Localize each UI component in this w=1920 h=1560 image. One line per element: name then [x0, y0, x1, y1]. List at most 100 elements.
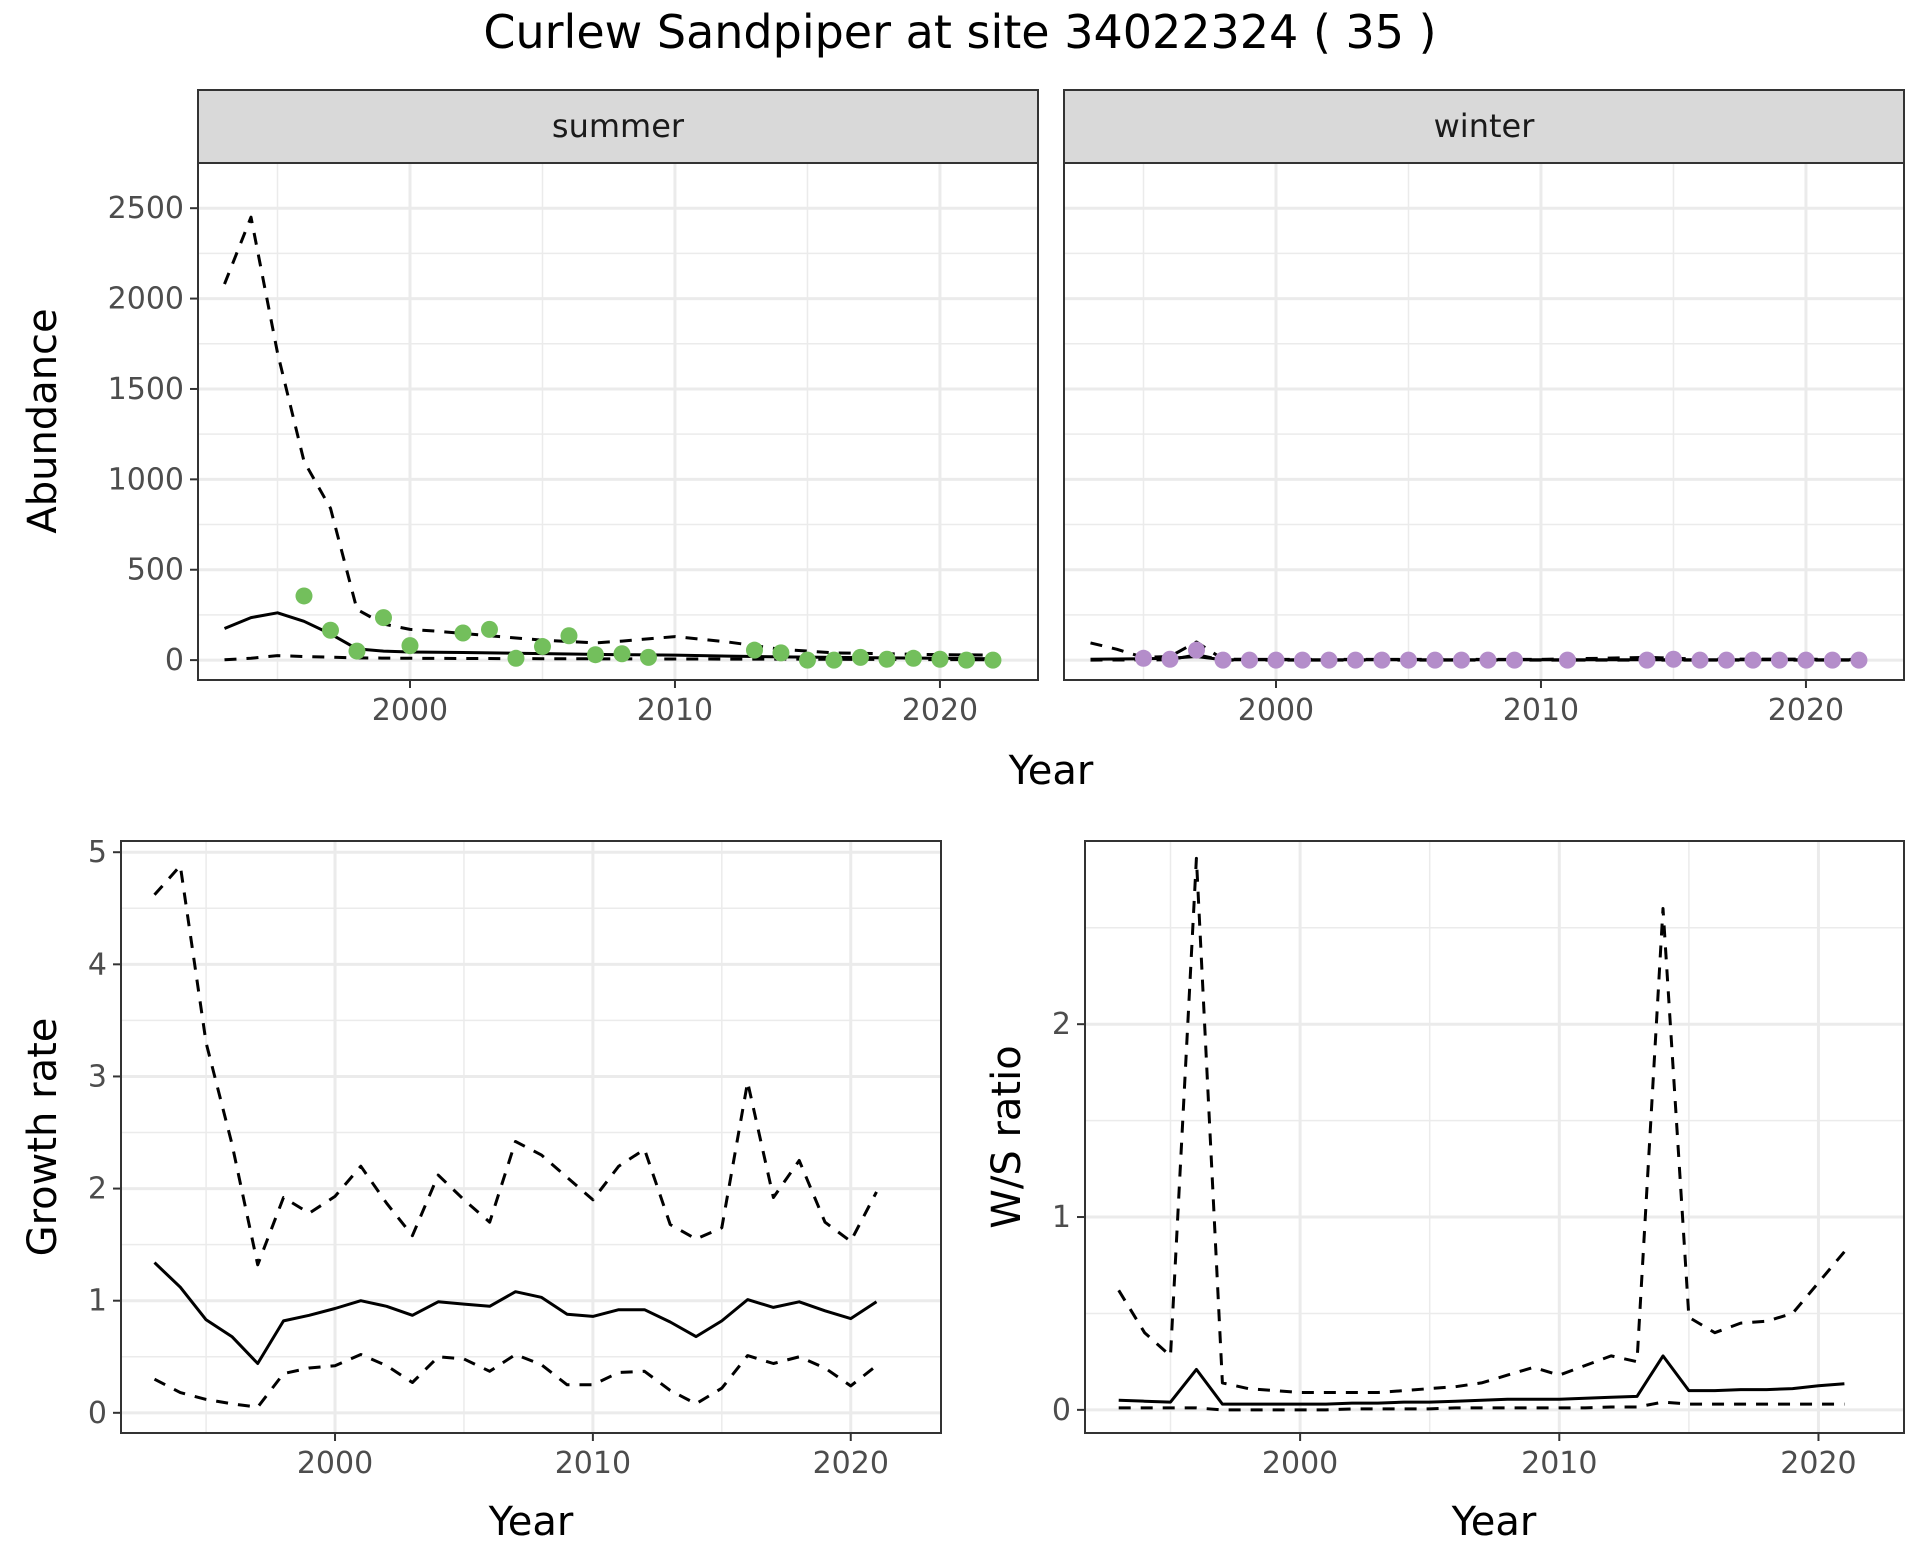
ws-ratio-panel: 2000 2010 2020 0 1 2 Year W/S ratio	[984, 840, 1905, 1545]
observation-point	[1770, 651, 1788, 669]
mean-line	[1118, 1354, 1845, 1406]
y-tick-label: 0	[88, 1396, 107, 1431]
x-tick-label: 2010	[1503, 693, 1579, 728]
observation-point	[560, 627, 578, 645]
y-tick-label: 2	[1052, 1007, 1071, 1042]
observation-point	[1797, 651, 1815, 669]
x-tick-label: 2020	[813, 1446, 889, 1481]
mean-line	[153, 1261, 878, 1365]
y-tick-label: 1500	[108, 372, 184, 407]
observation-point	[613, 645, 631, 663]
lower-bound-line	[224, 654, 994, 662]
y-tick-label: 2000	[108, 282, 184, 317]
observation-point	[1214, 651, 1232, 669]
x-tick-label: 2000	[297, 1446, 373, 1481]
x-tick-label: 2000	[372, 693, 448, 728]
observation-point	[1691, 651, 1709, 669]
observation-point	[1505, 651, 1523, 669]
facet-strip-label: summer	[552, 107, 685, 145]
x-tick-label: 2020	[1768, 693, 1844, 728]
y-tick-label: 4	[88, 947, 107, 982]
y-axis-title: W/S ratio	[984, 1045, 1030, 1228]
facet-strip	[197, 89, 1039, 164]
facet-strip	[1063, 89, 1905, 164]
observation-point	[480, 620, 498, 638]
x-axis-title: Year	[1008, 748, 1094, 794]
observation-point	[1638, 651, 1656, 669]
y-tick-label: 2500	[108, 191, 184, 226]
observation-point	[1717, 651, 1735, 669]
x-tick-label: 2020	[902, 693, 978, 728]
observation-point	[1823, 651, 1841, 669]
observation-point	[639, 648, 657, 666]
observation-point	[586, 646, 604, 664]
y-tick-label: 3	[88, 1059, 107, 1094]
x-tick-label: 2020	[1780, 1446, 1856, 1481]
observation-point	[401, 637, 419, 655]
abundance-panel: summer 2000 2010 2020 0 500 1000 1500 2000 2500 wi…	[20, 89, 1905, 794]
upper-bound-line	[153, 864, 878, 1267]
observation-point	[957, 651, 975, 669]
y-tick-label: 500	[127, 553, 184, 588]
observation-point	[321, 621, 339, 639]
panel-border	[120, 840, 942, 1434]
panel-border	[1084, 840, 1905, 1434]
y-axis-title: Abundance	[20, 308, 66, 533]
observation-point	[904, 649, 922, 667]
panel-border	[197, 162, 1039, 681]
observation-point	[878, 650, 896, 668]
observation-point	[507, 649, 525, 667]
observation-point	[454, 624, 472, 642]
observation-point	[1452, 651, 1470, 669]
y-tick-label: 0	[1052, 1393, 1071, 1428]
facet-summer: summer 2000 2010 2020 0 500 1000 1500 2000 2500	[108, 89, 1039, 728]
x-axis-title: Year	[1451, 1499, 1537, 1545]
observation-point	[745, 641, 763, 659]
x-tick-label: 2010	[1521, 1446, 1597, 1481]
observation-point	[1134, 649, 1152, 667]
facet-strip-label: winter	[1434, 107, 1536, 145]
observation-point	[1664, 650, 1682, 668]
x-axis-title: Year	[488, 1499, 574, 1545]
y-tick-label: 0	[165, 643, 184, 678]
observation-point	[295, 587, 313, 605]
figure-title: Curlew Sandpiper at site 34022324 ( 35 )	[483, 5, 1436, 59]
panel-border	[1063, 162, 1905, 681]
observation-point	[1426, 651, 1444, 669]
observation-point	[1399, 651, 1417, 669]
observation-point	[1187, 641, 1205, 659]
y-axis-title: Growth rate	[20, 1018, 66, 1257]
y-tick-label: 1	[1052, 1200, 1071, 1235]
observation-point	[851, 648, 869, 666]
upper-bound-line	[1117, 856, 1846, 1394]
observation-point	[348, 642, 366, 660]
observation-point	[374, 609, 392, 627]
observation-point	[1320, 651, 1338, 669]
y-tick-label: 2	[88, 1172, 107, 1207]
observation-point	[1240, 651, 1258, 669]
upper-bound-line	[223, 215, 994, 657]
observation-point	[772, 644, 790, 662]
y-tick-label: 1	[88, 1284, 107, 1319]
observation-point	[1479, 651, 1497, 669]
y-tick-label: 5	[88, 835, 107, 870]
growth-rate-panel: 2000 2010 2020 0 1 2 3 4 5 Year Growth rate	[20, 835, 942, 1545]
observation-point	[533, 638, 551, 656]
observation-point	[1293, 651, 1311, 669]
mean-line	[223, 611, 994, 661]
observation-point	[1161, 650, 1179, 668]
facet-winter: winter 2000 2010 2020	[1063, 89, 1905, 728]
x-tick-label: 2000	[1238, 693, 1314, 728]
observation-point	[1850, 651, 1868, 669]
observation-point	[931, 650, 949, 668]
observation-point	[1744, 651, 1762, 669]
x-tick-label: 2000	[1262, 1446, 1338, 1481]
lower-bound-line	[1118, 1400, 1845, 1412]
observation-point	[1558, 651, 1576, 669]
lower-bound-line	[153, 1353, 878, 1409]
x-tick-label: 2010	[555, 1446, 631, 1481]
observation-point	[798, 651, 816, 669]
observation-point	[1346, 651, 1364, 669]
observation-point	[1267, 651, 1285, 669]
